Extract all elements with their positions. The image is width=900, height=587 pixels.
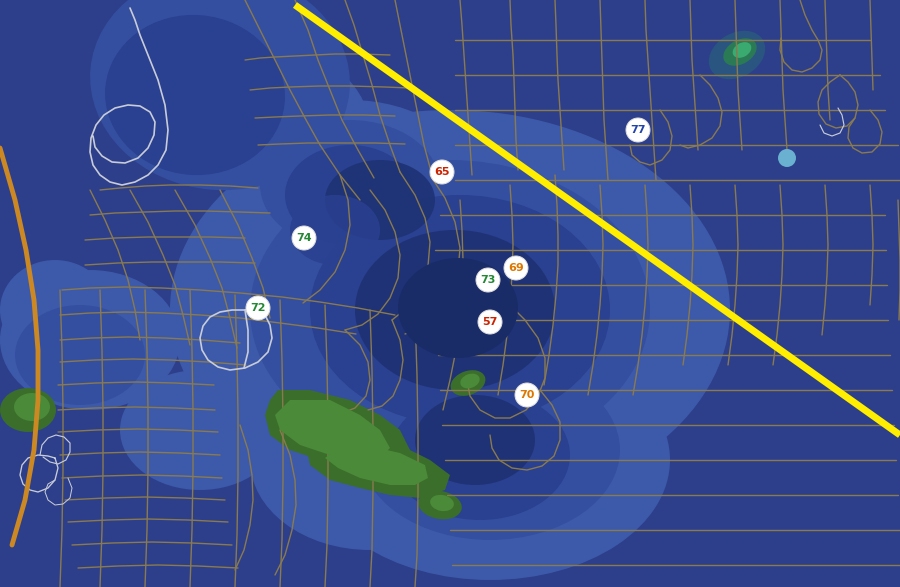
Circle shape (778, 149, 796, 167)
Text: 73: 73 (481, 275, 496, 285)
Polygon shape (275, 400, 390, 460)
Ellipse shape (310, 340, 670, 580)
Text: 74: 74 (296, 233, 311, 243)
Polygon shape (308, 438, 450, 498)
Ellipse shape (460, 373, 480, 389)
Ellipse shape (250, 160, 650, 460)
Ellipse shape (230, 100, 470, 260)
Circle shape (292, 226, 316, 250)
Text: 77: 77 (630, 125, 646, 135)
Circle shape (504, 256, 528, 280)
Circle shape (515, 383, 539, 407)
Circle shape (246, 296, 270, 320)
Text: 72: 72 (250, 303, 266, 313)
Ellipse shape (733, 42, 751, 58)
Text: 69: 69 (508, 263, 524, 273)
Ellipse shape (709, 31, 765, 79)
Polygon shape (325, 445, 428, 485)
Ellipse shape (390, 390, 570, 520)
Polygon shape (265, 390, 410, 470)
Ellipse shape (430, 495, 454, 511)
Ellipse shape (398, 258, 518, 358)
Ellipse shape (171, 44, 369, 196)
Ellipse shape (360, 360, 620, 540)
Ellipse shape (105, 15, 285, 175)
Ellipse shape (15, 305, 145, 405)
Text: 57: 57 (482, 317, 498, 327)
Ellipse shape (170, 110, 730, 510)
Ellipse shape (0, 270, 180, 410)
Text: 70: 70 (519, 390, 535, 400)
Ellipse shape (14, 393, 50, 421)
Circle shape (626, 118, 650, 142)
Ellipse shape (0, 260, 110, 360)
Ellipse shape (290, 195, 380, 265)
Circle shape (478, 310, 502, 334)
Ellipse shape (415, 395, 535, 485)
Ellipse shape (120, 370, 280, 490)
Ellipse shape (355, 230, 555, 390)
Ellipse shape (724, 38, 757, 66)
Ellipse shape (325, 160, 435, 240)
Circle shape (476, 268, 500, 292)
Ellipse shape (418, 491, 462, 519)
Ellipse shape (451, 370, 485, 396)
Ellipse shape (285, 145, 415, 245)
Ellipse shape (260, 120, 440, 250)
Circle shape (430, 160, 454, 184)
Ellipse shape (90, 0, 350, 190)
Ellipse shape (310, 195, 610, 425)
Ellipse shape (250, 370, 490, 550)
Text: 65: 65 (434, 167, 450, 177)
Ellipse shape (0, 388, 56, 432)
